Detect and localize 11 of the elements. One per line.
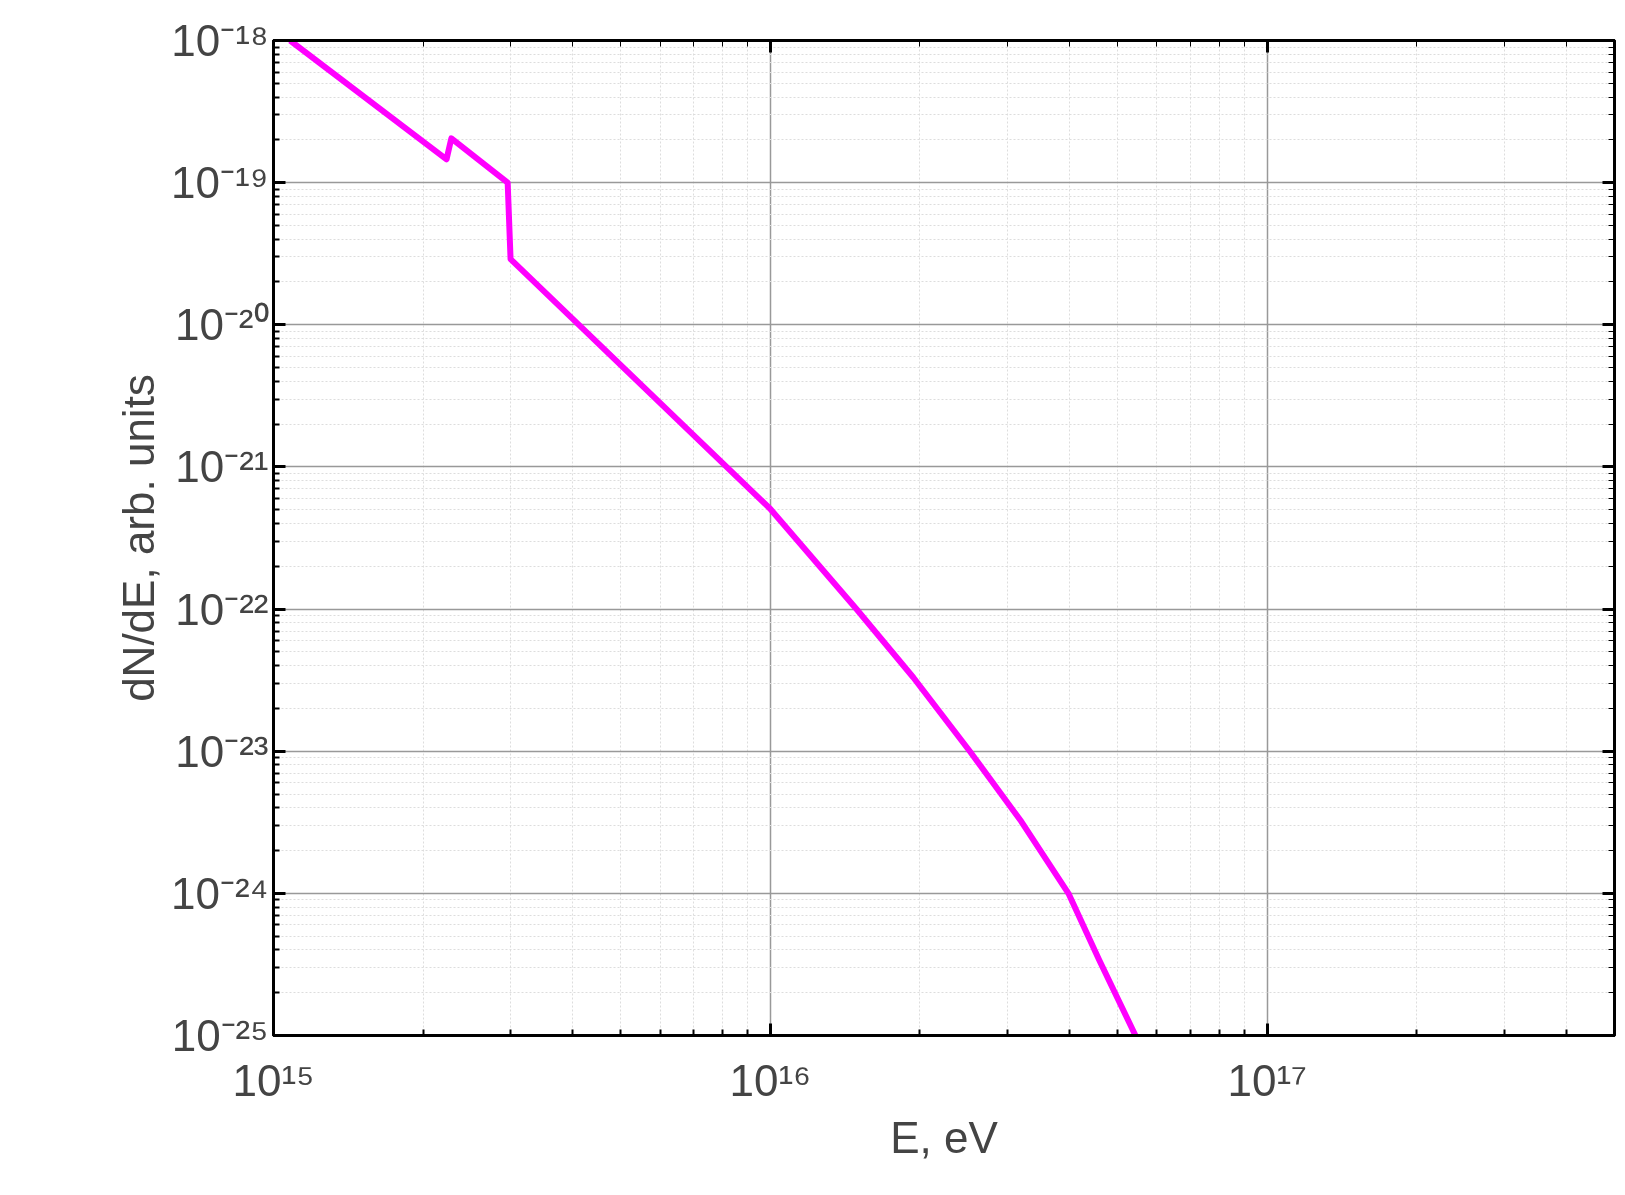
- x-tick-label: 10¹⁶: [729, 1055, 812, 1105]
- y-tick-label: 10⁻²⁰: [174, 300, 269, 350]
- y-tick-label: 10⁻²²: [175, 584, 269, 634]
- y-tick-label: 10⁻²³: [175, 726, 269, 776]
- y-tick-label: 10⁻¹⁹: [171, 158, 269, 208]
- y-axis-title: dN/dE, arb. units: [114, 374, 163, 702]
- y-tick-label: 10⁻²⁴: [171, 868, 269, 918]
- x-tick-label: 10¹⁷: [1227, 1055, 1307, 1105]
- y-tick-label: 10⁻²¹: [175, 442, 269, 492]
- y-tick-label: 10⁻¹⁸: [171, 16, 269, 65]
- x-axis-title: E, eV: [890, 1112, 999, 1162]
